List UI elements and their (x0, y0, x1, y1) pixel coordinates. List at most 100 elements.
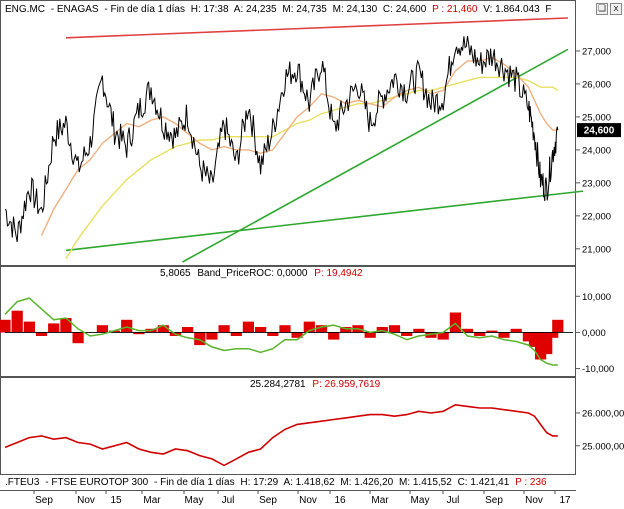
x-tick-label: Sep (259, 495, 277, 506)
main-y-axis: 21,000 22,000 23,000 24,000 25,000 26,000 27,0… (576, 46, 611, 255)
roc-bar (11, 310, 23, 333)
roc-bar (547, 332, 559, 338)
roc-bar (121, 319, 133, 333)
ftse-y-axis: 26.000,000 25.000,000 (576, 408, 624, 452)
y-tick-label: 25,000 (582, 112, 611, 123)
roc-bar (535, 332, 547, 360)
roc-bar (157, 325, 169, 333)
x-tick-label: Mar (371, 495, 389, 506)
y-tick-label: -10,000 (582, 364, 614, 375)
x-tick-label: 16 (334, 495, 346, 506)
y-tick-label: 27,000 (582, 46, 611, 57)
y-tick-label: 24,000 (582, 145, 611, 156)
y-tick-label: 22,000 (582, 211, 611, 222)
x-tick-label: May (411, 495, 430, 506)
ftse-header: 25.284,2781 P: 26.959,7619 (250, 379, 381, 390)
ftse-plot (4, 403, 558, 467)
main-name: ENAGAS (57, 4, 99, 15)
ftse-p: P: 26.959,7619 (312, 379, 380, 390)
main-m: M: 24,735 (282, 4, 327, 15)
roc-bar (242, 321, 254, 333)
y-tick-label: 25.000,000 (582, 441, 624, 452)
roc-bar (96, 325, 108, 333)
roc-bar (218, 325, 230, 333)
roc-bar (376, 327, 388, 333)
last-price-badge: 24,600 (577, 123, 621, 138)
upper-trendline (65, 17, 568, 39)
ftse-p-footer: P : 236 (515, 477, 547, 488)
close-icon[interactable]: x (610, 3, 622, 15)
main-h: H: 17:38 (191, 4, 229, 15)
roc-bar (303, 321, 315, 333)
roc-name: Band_PriceROC: 0,0000 (197, 268, 308, 279)
main-symbol: ENG.MC (5, 4, 45, 15)
x-axis: Sep Nov 15 Mar May Jul Sep Nov 16 Mar May Jul Sep Nov… (33, 490, 571, 506)
x-tick-label: 15 (110, 495, 122, 506)
support-trendline (65, 190, 584, 252)
main-a: A: 24,235 (234, 4, 277, 15)
ftse-symbol: .FTEU3 (5, 477, 40, 488)
roc-bar (364, 332, 376, 338)
roc-bar (425, 332, 437, 338)
x-tick-label: Nov (299, 495, 317, 506)
y-tick-label: 26,000 (582, 79, 611, 90)
roc-bar (552, 319, 564, 333)
fast-moving-average-line (40, 56, 558, 236)
roc-bar (0, 319, 11, 333)
y-tick-label: 21,000 (582, 244, 611, 255)
roc-bar (401, 332, 413, 336)
roc-bar (267, 332, 279, 336)
main-p: P : 21,460 (432, 4, 478, 15)
x-tick-label: Jul (222, 495, 235, 506)
roc-bar (528, 332, 541, 347)
main-header: ENG.MC - ENAGAS - Fin de día 1 días H: 1… (5, 4, 552, 15)
main-c: C: 24,600 (383, 4, 427, 15)
roc-bar (194, 332, 206, 346)
roc-bar (60, 318, 72, 333)
ftse-value: 25.284,2781 (250, 379, 306, 390)
ftse-a: A: 1.418,62 (283, 477, 335, 488)
ftse-c: C: 1.421,41 (458, 477, 510, 488)
price-line (4, 36, 559, 243)
roc-plot (0, 297, 573, 366)
roc-header: 5,8065 Band_PriceROC: 0,0000 P: 19,4942 (160, 268, 363, 279)
ftse-name: FTSE EUROTOP 300 (51, 477, 148, 488)
main-plot (4, 17, 584, 263)
roc-bar (541, 332, 553, 355)
x-tick-label: Jul (447, 495, 460, 506)
roc-bar (23, 321, 35, 333)
roc-bar (437, 332, 449, 340)
roc-bar (413, 328, 425, 333)
main-panel-frame (0, 0, 576, 266)
restore-icon[interactable]: ❏ (596, 3, 608, 15)
x-tick-label: Sep (35, 495, 53, 506)
roc-bar (279, 325, 291, 333)
y-tick-label: 23,000 (582, 178, 611, 189)
roc-signal-line (4, 297, 558, 366)
main-tail: F (545, 4, 551, 15)
roc-bar (133, 332, 145, 335)
roc-bar (461, 328, 474, 333)
x-tick-label: May (185, 495, 204, 506)
x-tick-label: Mar (143, 495, 161, 506)
main-period: Fin de día 1 días (110, 4, 185, 15)
roc-bar (498, 332, 510, 338)
panel-frames (0, 0, 576, 475)
roc-bar (230, 332, 242, 336)
y-tick-label: 0,000 (582, 328, 606, 339)
ftse-period: Fin de día 1 días (160, 477, 235, 488)
x-tick-label: Nov (77, 495, 95, 506)
roc-bar (182, 327, 194, 333)
ftse-m: M: 1.426,20 (340, 477, 393, 488)
x-tick-label: 17 (559, 495, 571, 506)
roc-bar (291, 332, 303, 338)
rising-trendline (182, 48, 569, 263)
ftse-line (4, 403, 558, 467)
ftse-mi: M: 1.415,52 (399, 477, 452, 488)
ftse-panel-frame (0, 377, 576, 475)
roc-bar (340, 327, 352, 333)
ftse-footer: .FTEU3 - FTSE EUROTOP 300 - Fin de día 1… (5, 477, 547, 488)
roc-p: P: 19,4942 (314, 268, 363, 279)
